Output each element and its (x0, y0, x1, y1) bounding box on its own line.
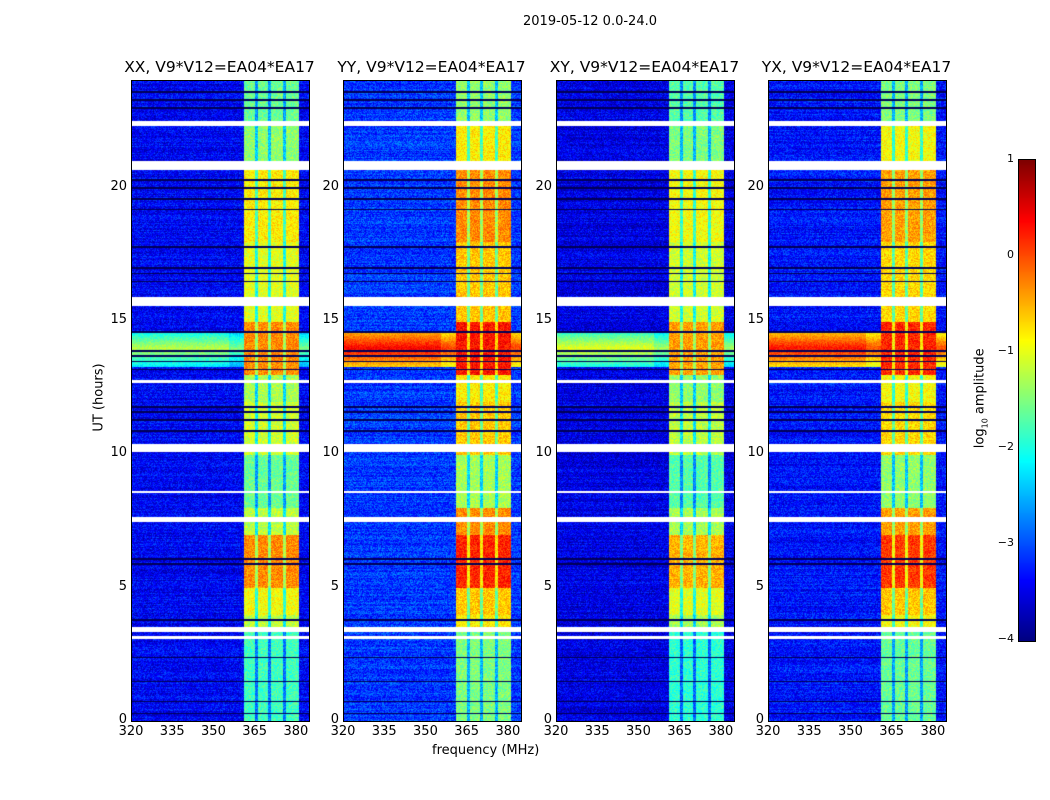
y-tick-label: 15 (110, 312, 127, 327)
x-tick-label: 365 (242, 724, 268, 739)
panel-title: YX, V9*V12=EA04*EA17 (761, 58, 952, 76)
colorbar-tick-label: −2 (997, 440, 1014, 453)
x-tick-label: 350 (413, 724, 438, 739)
x-tick-label: 335 (584, 724, 610, 739)
x-axis-label: frequency (MHz) (432, 743, 540, 758)
x-tick-label: 380 (708, 724, 734, 739)
colorbar-tick-label: −1 (997, 344, 1014, 357)
x-tick-label: 335 (796, 724, 822, 739)
colorbar-tick-label: 1 (1007, 152, 1014, 165)
x-tick-label: 320 (330, 724, 356, 739)
y-tick-label: 10 (535, 445, 552, 461)
y-tick-label: 5 (755, 578, 764, 594)
x-tick-label: 335 (159, 724, 185, 739)
x-tick-label: 380 (920, 724, 946, 739)
y-tick-label: 5 (118, 578, 127, 594)
x-tick-label: 320 (755, 724, 781, 739)
y-tick-label: 5 (543, 578, 552, 594)
y-tick-label: 15 (322, 312, 339, 327)
figure-title: 2019-05-12 0.0-24.0 (523, 14, 657, 29)
x-tick-label: 380 (495, 724, 521, 739)
y-tick-label: 20 (747, 178, 764, 194)
y-tick-label: 20 (110, 178, 127, 194)
heatmap-panel-xy (556, 80, 735, 722)
x-tick-label: 320 (118, 724, 144, 739)
y-tick-label: 15 (535, 312, 552, 327)
panel-title: XX, V9*V12=EA04*EA17 (124, 58, 315, 76)
heatmap-panel-yy (343, 80, 522, 722)
colorbar (1018, 159, 1036, 642)
y-tick-label: 10 (322, 445, 339, 461)
y-tick-label: 10 (747, 445, 764, 461)
x-tick-label: 365 (454, 724, 480, 739)
y-tick-label: 20 (322, 178, 339, 194)
y-axis-label: UT (hours) (91, 363, 107, 432)
heatmap-panel-xx (131, 80, 310, 722)
y-tick-label: 15 (747, 312, 764, 327)
x-tick-label: 380 (283, 724, 309, 739)
x-tick-label: 350 (838, 724, 863, 739)
x-tick-label: 320 (543, 724, 569, 739)
colorbar-tick-label: −3 (997, 536, 1014, 549)
x-tick-label: 350 (626, 724, 651, 739)
y-tick-label: 10 (110, 445, 127, 461)
colorbar-tick-label: −4 (997, 632, 1014, 645)
y-tick-label: 20 (535, 178, 552, 194)
heatmap-panel-yx (768, 80, 947, 722)
x-tick-label: 365 (667, 724, 693, 739)
y-tick-label: 5 (330, 578, 339, 594)
y-tick-label: 0 (543, 712, 552, 727)
colorbar-tick-label: 0 (1007, 248, 1014, 261)
y-tick-label: 0 (330, 712, 339, 727)
x-tick-label: 350 (201, 724, 226, 739)
panel-title: YY, V9*V12=EA04*EA17 (337, 58, 526, 76)
x-tick-label: 365 (879, 724, 905, 739)
y-tick-label: 0 (118, 712, 127, 727)
x-tick-label: 335 (371, 724, 397, 739)
y-tick-label: 0 (755, 712, 764, 727)
colorbar-label: log10 amplitude (972, 348, 990, 449)
panel-title: XY, V9*V12=EA04*EA17 (549, 58, 740, 76)
